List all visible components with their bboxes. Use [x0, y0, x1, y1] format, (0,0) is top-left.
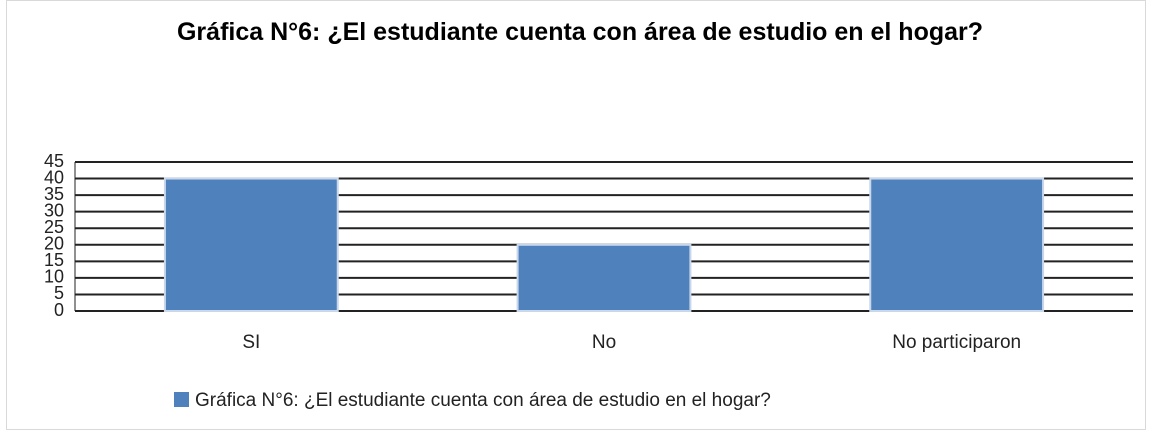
chart-frame — [6, 0, 1146, 430]
x-tick-label: No — [592, 332, 616, 353]
y-tick-label: 45 — [44, 151, 64, 171]
y-tick-label: 15 — [44, 250, 64, 270]
bar — [163, 177, 339, 312]
y-tick-label: 20 — [44, 234, 64, 254]
x-tick-label: No participaron — [892, 332, 1021, 353]
chart-title: Gráfica N°6: ¿El estudiante cuenta con á… — [176, 18, 984, 46]
y-tick-label: 0 — [54, 300, 64, 320]
y-tick-label: 25 — [44, 217, 64, 237]
bar — [869, 177, 1045, 312]
y-tick-label: 10 — [44, 267, 64, 287]
y-tick-label: 35 — [44, 184, 64, 204]
legend-label: Gráfica N°6: ¿El estudiante cuenta con á… — [195, 390, 771, 411]
bar — [516, 243, 692, 312]
x-tick-label: SI — [242, 332, 260, 353]
y-tick-label: 40 — [44, 167, 64, 187]
y-tick-label: 5 — [54, 283, 64, 303]
y-tick-label: 30 — [44, 200, 64, 220]
legend-swatch — [174, 392, 189, 407]
